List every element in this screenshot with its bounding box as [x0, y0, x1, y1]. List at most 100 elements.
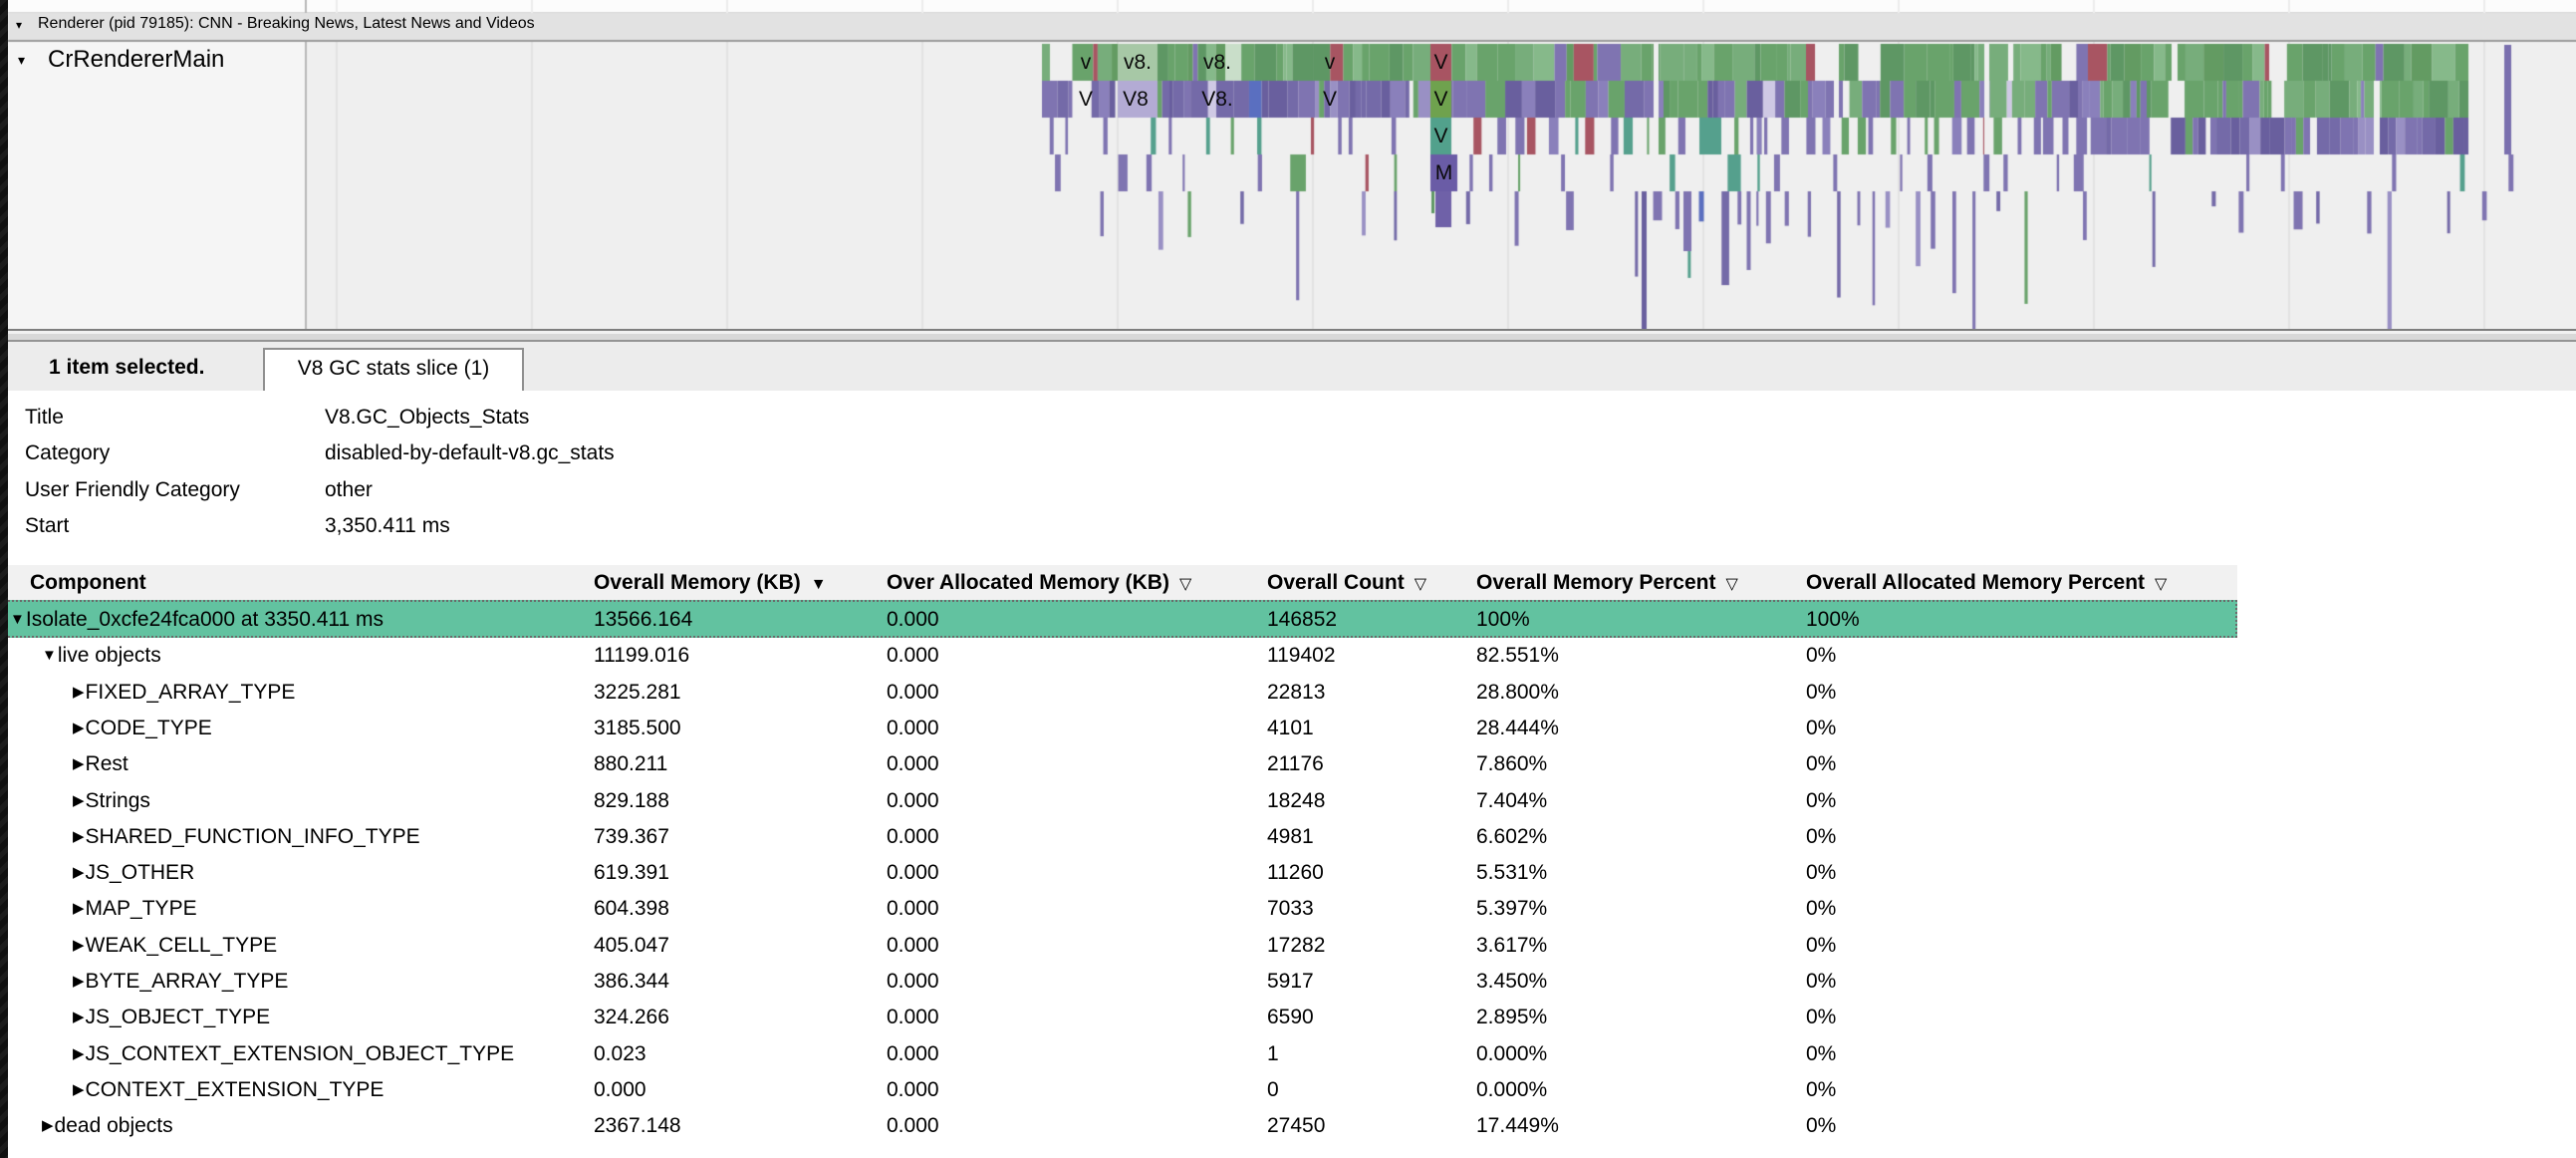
- overall-memory-percent-value: 7.404%: [1476, 789, 1548, 812]
- table-row-js-context-extension-object-type[interactable]: ▶JS_CONTEXT_EXTENSION_OBJECT_TYPE 0.023 0.…: [8, 1036, 2237, 1072]
- table-row-js-other[interactable]: ▶JS_OTHER 619.391 0.000 11260 5.531% 0%: [8, 855, 2237, 891]
- table-row-byte-array-type[interactable]: ▶BYTE_ARRAY_TYPE 386.344 0.000 5917 3.450% 0%: [8, 964, 2237, 1000]
- table-row-context-extension-type[interactable]: ▶CONTEXT_EXTENSION_TYPE 0.000 0.000 0 0.000%…: [8, 1072, 2237, 1108]
- sort-toggle-icon: ▽: [2155, 576, 2168, 593]
- over-allocated-memory-value: 0.000: [887, 752, 939, 775]
- overall-memory-percent-value: 100%: [1476, 608, 1530, 631]
- overall-memory-percent-value: 0.000%: [1476, 1078, 1548, 1101]
- expand-toggle-icon[interactable]: ▶: [73, 973, 85, 990]
- expand-toggle-icon[interactable]: ▶: [73, 1081, 85, 1098]
- column-header-label: Component: [30, 571, 146, 594]
- column-header-component[interactable]: Component: [30, 565, 146, 601]
- overall-allocated-memory-percent-value: 0%: [1806, 1078, 1837, 1101]
- table-row-weak-cell-type[interactable]: ▶WEAK_CELL_TYPE 405.047 0.000 17282 3.617% 0%: [8, 928, 2237, 964]
- table-row-isolate-0xcfe24fca000-at-3350-411-ms[interactable]: ▼Isolate_0xcfe24fca000 at 3350.411 ms 135…: [8, 600, 2237, 638]
- thread-disclosure-icon[interactable]: ▾: [18, 52, 26, 68]
- overall-allocated-memory-percent-value: 100%: [1806, 608, 1860, 631]
- component-cell: ▶MAP_TYPE: [73, 891, 197, 929]
- component-name: JS_CONTEXT_EXTENSION_OBJECT_TYPE: [85, 1042, 515, 1065]
- overall-allocated-memory-percent-value: 0%: [1806, 717, 1837, 739]
- overall-allocated-memory-percent-value: 0%: [1806, 934, 1837, 957]
- expand-toggle-icon[interactable]: ▶: [73, 864, 85, 881]
- column-header-overall-memory-percent[interactable]: Overall Memory Percent ▽: [1476, 565, 1738, 603]
- overall-allocated-memory-percent-value: 0%: [1806, 861, 1837, 884]
- table-row-code-type[interactable]: ▶CODE_TYPE 3185.500 0.000 4101 28.444% 0%: [8, 711, 2237, 746]
- desktop-edge: [0, 0, 8, 1158]
- detail-label: User Friendly Category: [25, 477, 240, 501]
- sort-descending-icon: ▼: [810, 576, 827, 593]
- component-cell: ▶Strings: [73, 783, 150, 821]
- expand-toggle-icon[interactable]: ▶: [73, 900, 85, 917]
- component-cell: ▶CONTEXT_EXTENSION_TYPE: [73, 1072, 384, 1110]
- table-row-map-type[interactable]: ▶MAP_TYPE 604.398 0.000 7033 5.397% 0%: [8, 891, 2237, 927]
- column-header-label: Overall Allocated Memory Percent: [1806, 571, 2146, 594]
- expand-toggle-icon[interactable]: ▶: [73, 720, 85, 736]
- component-cell: ▶Rest: [73, 746, 129, 784]
- overall-memory-value: 0.023: [594, 1042, 646, 1065]
- overall-allocated-memory-percent-value: 0%: [1806, 789, 1837, 812]
- expand-toggle-icon[interactable]: ▶: [73, 828, 85, 845]
- detail-label: Category: [25, 441, 111, 465]
- overall-memory-percent-value: 5.531%: [1476, 861, 1548, 884]
- component-name: SHARED_FUNCTION_INFO_TYPE: [85, 825, 420, 848]
- column-header-label: Overall Memory (KB): [594, 571, 801, 594]
- overall-count-value: 5917: [1267, 970, 1314, 993]
- slice-details-panel: Title V8.GC_Objects_Stats Category disabled…: [8, 391, 2576, 565]
- expand-toggle-icon[interactable]: ▶: [73, 1009, 85, 1025]
- table-row-shared-function-info-type[interactable]: ▶SHARED_FUNCTION_INFO_TYPE 739.367 0.000 49…: [8, 819, 2237, 855]
- overall-memory-percent-value: 3.617%: [1476, 934, 1548, 957]
- component-name: Rest: [85, 752, 129, 775]
- table-row-dead-objects[interactable]: ▶dead objects 2367.148 0.000 27450 17.449% 0%: [8, 1108, 2237, 1144]
- overall-memory-percent-value: 0.000%: [1476, 1042, 1548, 1065]
- column-header-overall-allocated-memory-percent[interactable]: Overall Allocated Memory Percent ▽: [1806, 565, 2167, 603]
- tab-v8-gc-stats-slice[interactable]: V8 GC stats slice (1): [263, 348, 524, 391]
- table-row-js-object-type[interactable]: ▶JS_OBJECT_TYPE 324.266 0.000 6590 2.895% 0%: [8, 1000, 2237, 1035]
- over-allocated-memory-value: 0.000: [887, 1006, 939, 1028]
- timeline-flame-chart[interactable]: [0, 0, 2576, 329]
- column-header-overall-count[interactable]: Overall Count ▽: [1267, 565, 1426, 603]
- overall-memory-value: 11199.016: [594, 644, 690, 667]
- thread-label[interactable]: CrRendererMain: [48, 46, 225, 73]
- selection-status: 1 item selected.: [49, 356, 205, 379]
- overall-count-value: 4101: [1267, 717, 1314, 739]
- component-cell: ▶JS_CONTEXT_EXTENSION_OBJECT_TYPE: [73, 1036, 514, 1074]
- column-header-label: Overall Memory Percent: [1476, 571, 1716, 594]
- expand-toggle-icon[interactable]: ▶: [73, 755, 85, 772]
- overall-memory-value: 619.391: [594, 861, 669, 884]
- overall-memory-value: 405.047: [594, 934, 669, 957]
- table-row-fixed-array-type[interactable]: ▶FIXED_ARRAY_TYPE 3225.281 0.000 22813 28.80…: [8, 675, 2237, 711]
- overall-memory-value: 3225.281: [594, 681, 681, 704]
- expand-toggle-icon[interactable]: ▶: [73, 1045, 85, 1062]
- expand-toggle-icon[interactable]: ▶: [42, 1117, 54, 1134]
- detail-row-start: Start 3,350.411 ms: [8, 508, 2576, 544]
- table-row-rest[interactable]: ▶Rest 880.211 0.000 21176 7.860% 0%: [8, 746, 2237, 782]
- over-allocated-memory-value: 0.000: [887, 681, 939, 704]
- over-allocated-memory-value: 0.000: [887, 608, 939, 631]
- over-allocated-memory-value: 0.000: [887, 717, 939, 739]
- overall-memory-percent-value: 17.449%: [1476, 1114, 1559, 1137]
- overall-count-value: 0: [1267, 1078, 1279, 1101]
- process-header[interactable]: Renderer (pid 79185): CNN - Breaking New…: [38, 15, 535, 32]
- over-allocated-memory-value: 0.000: [887, 1078, 939, 1101]
- overall-memory-percent-value: 82.551%: [1476, 644, 1559, 667]
- overall-count-value: 146852: [1267, 608, 1338, 631]
- table-row-strings[interactable]: ▶Strings 829.188 0.000 18248 7.404% 0%: [8, 783, 2237, 819]
- component-name: dead objects: [54, 1114, 173, 1137]
- component-name: FIXED_ARRAY_TYPE: [85, 681, 296, 704]
- overall-memory-value: 0.000: [594, 1078, 646, 1101]
- collapse-toggle-icon[interactable]: ▼: [10, 611, 25, 628]
- panel-splitter[interactable]: [8, 329, 2576, 345]
- expand-toggle-icon[interactable]: ▶: [73, 937, 85, 954]
- overall-allocated-memory-percent-value: 0%: [1806, 1042, 1837, 1065]
- column-header-overall-memory-kb[interactable]: Overall Memory (KB) ▼: [594, 565, 827, 603]
- expand-toggle-icon[interactable]: ▶: [73, 684, 85, 701]
- expand-toggle-icon[interactable]: ▶: [73, 792, 85, 809]
- component-cell: ▶WEAK_CELL_TYPE: [73, 928, 277, 966]
- column-header-over-allocated-memory-kb[interactable]: Over Allocated Memory (KB) ▽: [887, 565, 1191, 603]
- collapse-toggle-icon[interactable]: ▼: [42, 647, 57, 664]
- over-allocated-memory-value: 0.000: [887, 1114, 939, 1137]
- table-row-live-objects[interactable]: ▼live objects 11199.016 0.000 119402 82.551%…: [8, 638, 2237, 674]
- process-disclosure-icon[interactable]: ▾: [16, 18, 23, 32]
- component-name: BYTE_ARRAY_TYPE: [85, 970, 289, 993]
- sort-toggle-icon: ▽: [1725, 576, 1738, 593]
